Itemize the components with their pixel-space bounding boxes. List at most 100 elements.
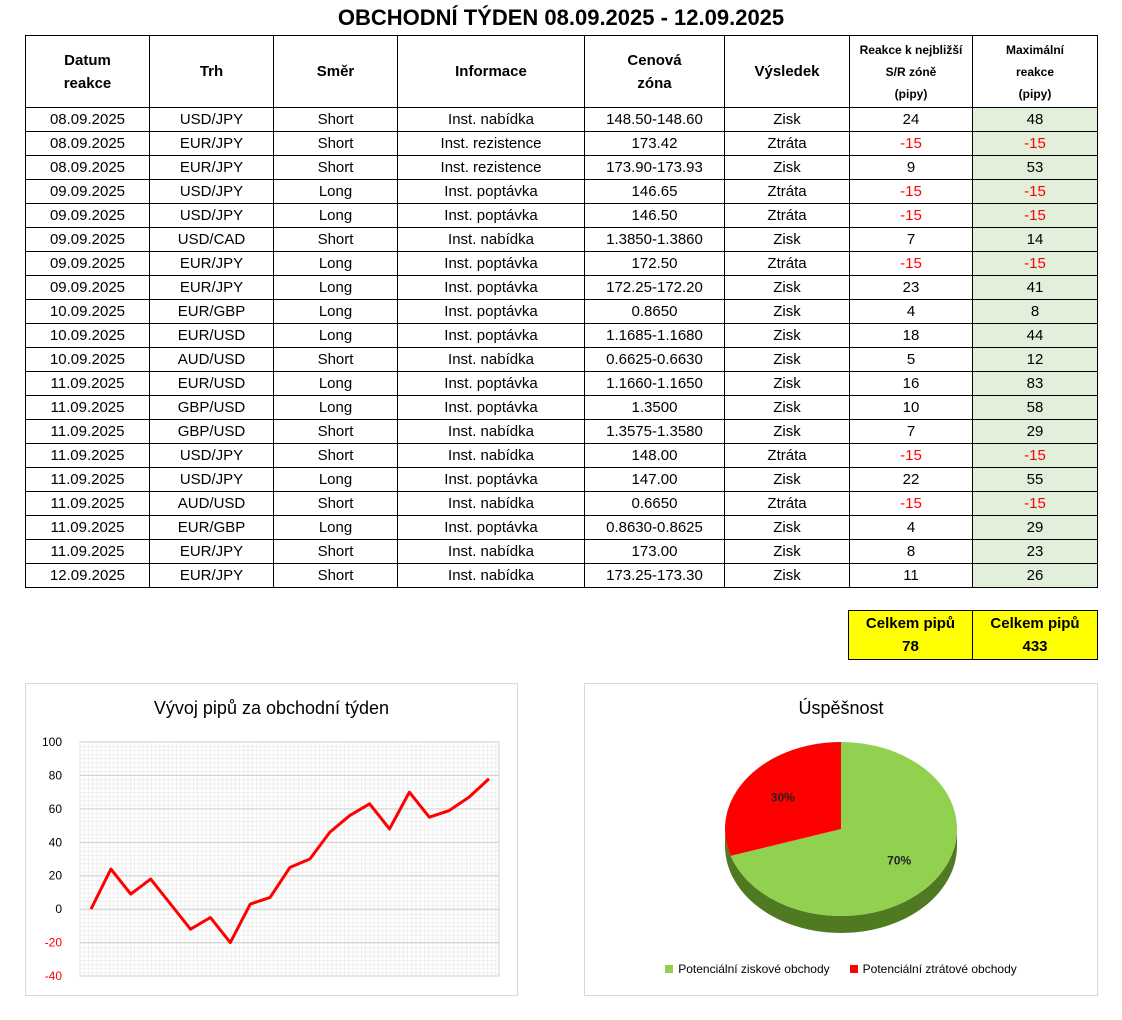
pie-legend: Potenciální ziskové obchody Potenciální … (613, 956, 1069, 982)
cell-market: EUR/USD (149, 323, 274, 348)
cell-zone: 147.00 (584, 467, 725, 492)
cell-result: Ztráta (724, 491, 850, 516)
y-tick-label: 80 (49, 768, 63, 782)
table-row: 11.09.2025 EUR/USD Long Inst. poptávka 1.166… (25, 371, 1098, 396)
cell-reaction: 7 (849, 419, 973, 444)
cell-max: 14 (972, 227, 1098, 252)
cell-date: 11.09.2025 (25, 539, 150, 564)
cell-market: EUR/JPY (149, 539, 274, 564)
cell-direction: Short (273, 131, 398, 156)
cell-market: USD/JPY (149, 443, 274, 468)
cell-date: 08.09.2025 (25, 107, 150, 132)
pie-depth (725, 829, 957, 933)
cell-result: Zisk (724, 467, 850, 492)
cell-direction: Short (273, 563, 398, 588)
cell-market: AUD/USD (149, 491, 274, 516)
total-max-value: 433 (1022, 638, 1048, 655)
table-row: 11.09.2025 GBP/USD Short Inst. nabídka 1.357… (25, 419, 1098, 444)
cell-market: EUR/JPY (149, 155, 274, 180)
y-tick-label: -20 (45, 936, 63, 950)
cell-reaction: 7 (849, 227, 973, 252)
header-market: Trh (149, 35, 274, 108)
cell-zone: 173.00 (584, 539, 725, 564)
cell-result: Ztráta (724, 251, 850, 276)
total-reaction-value: 78 (902, 638, 919, 655)
table-row: 11.09.2025 USD/JPY Short Inst. nabídka 148.0… (25, 443, 1098, 468)
cell-result: Zisk (724, 515, 850, 540)
cell-direction: Short (273, 419, 398, 444)
cell-market: EUR/JPY (149, 131, 274, 156)
cell-max: 12 (972, 347, 1098, 372)
table-row: 11.09.2025 AUD/USD Short Inst. nabídka 0.665… (25, 491, 1098, 516)
pie-data-label: 30% (771, 790, 795, 804)
table-row: 08.09.2025 USD/JPY Short Inst. nabídka 148.5… (25, 107, 1098, 132)
cell-max: 53 (972, 155, 1098, 180)
cell-date: 11.09.2025 (25, 491, 150, 516)
cell-info: Inst. nabídka (397, 107, 585, 132)
cell-date: 11.09.2025 (25, 395, 150, 420)
cell-reaction: -15 (849, 443, 973, 468)
cell-result: Zisk (724, 275, 850, 300)
pie-chart: Úspěšnost 70% 30% Potenciální ziskové obc… (584, 683, 1098, 996)
cell-max: 23 (972, 539, 1098, 564)
cell-date: 09.09.2025 (25, 227, 150, 252)
cell-direction: Short (273, 155, 398, 180)
cell-market: USD/JPY (149, 107, 274, 132)
cell-date: 09.09.2025 (25, 179, 150, 204)
cell-direction: Short (273, 347, 398, 372)
cell-reaction: 4 (849, 515, 973, 540)
cell-market: USD/JPY (149, 467, 274, 492)
cell-direction: Short (273, 443, 398, 468)
total-reaction-label: Celkem pipů (865, 615, 956, 632)
table-row: 09.09.2025 USD/JPY Long Inst. poptávka 146.5… (25, 203, 1098, 228)
cell-direction: Short (273, 107, 398, 132)
cell-result: Zisk (724, 107, 850, 132)
cell-market: AUD/USD (149, 347, 274, 372)
cell-result: Zisk (724, 155, 850, 180)
cell-date: 11.09.2025 (25, 419, 150, 444)
cell-result: Zisk (724, 227, 850, 252)
cell-zone: 173.25-173.30 (584, 563, 725, 588)
cell-zone: 1.1685-1.1680 (584, 323, 725, 348)
cell-market: EUR/GBP (149, 299, 274, 324)
cell-max: 58 (972, 395, 1098, 420)
cell-max: 29 (972, 515, 1098, 540)
cell-market: EUR/JPY (149, 251, 274, 276)
cell-zone: 173.90-173.93 (584, 155, 725, 180)
header-info: Informace (397, 35, 585, 108)
cell-direction: Long (273, 203, 398, 228)
cell-info: Inst. poptávka (397, 323, 585, 348)
cell-reaction: 11 (849, 563, 973, 588)
cell-reaction: 5 (849, 347, 973, 372)
cell-market: GBP/USD (149, 419, 274, 444)
cell-date: 11.09.2025 (25, 515, 150, 540)
page-title: OBCHODNÍ TÝDEN 08.09.2025 - 12.09.2025 (337, 5, 785, 30)
table-row: 09.09.2025 USD/JPY Long Inst. poptávka 146.6… (25, 179, 1098, 204)
cell-zone: 0.8630-0.8625 (584, 515, 725, 540)
cell-zone: 148.50-148.60 (584, 107, 725, 132)
y-tick-label: -40 (45, 969, 63, 983)
table-row: 11.09.2025 USD/JPY Long Inst. poptávka 147.0… (25, 467, 1098, 492)
cell-reaction: 9 (849, 155, 973, 180)
cell-reaction: -15 (849, 251, 973, 276)
cell-market: USD/JPY (149, 179, 274, 204)
cell-result: Zisk (724, 299, 850, 324)
cell-zone: 173.42 (584, 131, 725, 156)
cell-result: Ztráta (724, 203, 850, 228)
cell-result: Zisk (724, 371, 850, 396)
cell-result: Zisk (724, 395, 850, 420)
header-reaction: Reakce k nejbližší S/R zóně (pipy) (849, 35, 973, 108)
cell-market: GBP/USD (149, 395, 274, 420)
cell-date: 08.09.2025 (25, 131, 150, 156)
cell-result: Ztráta (724, 443, 850, 468)
cell-reaction: -15 (849, 131, 973, 156)
cell-date: 09.09.2025 (25, 203, 150, 228)
cell-max: -15 (972, 443, 1098, 468)
table-row: 12.09.2025 EUR/JPY Short Inst. nabídka 173.2… (25, 563, 1098, 588)
header-zone: Cenová zóna (584, 35, 725, 108)
cell-max: 26 (972, 563, 1098, 588)
cell-info: Inst. poptávka (397, 467, 585, 492)
cell-direction: Long (273, 371, 398, 396)
cell-max: -15 (972, 203, 1098, 228)
cell-max: 83 (972, 371, 1098, 396)
